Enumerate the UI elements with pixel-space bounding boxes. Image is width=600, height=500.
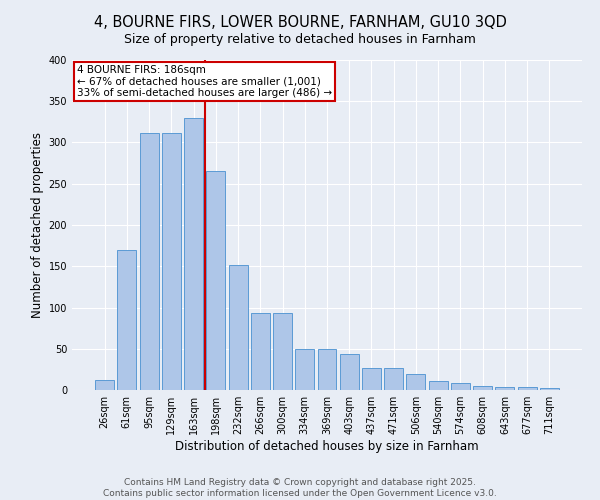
Bar bbox=[140, 134, 158, 390]
Bar bbox=[451, 384, 470, 390]
Bar bbox=[317, 349, 337, 390]
Bar bbox=[384, 368, 403, 390]
X-axis label: Distribution of detached houses by size in Farnham: Distribution of detached houses by size … bbox=[175, 440, 479, 453]
Bar bbox=[496, 386, 514, 390]
Bar bbox=[429, 381, 448, 390]
Y-axis label: Number of detached properties: Number of detached properties bbox=[31, 132, 44, 318]
Bar bbox=[229, 266, 248, 390]
Bar bbox=[362, 368, 381, 390]
Bar bbox=[95, 380, 114, 390]
Bar bbox=[118, 250, 136, 390]
Text: Contains HM Land Registry data © Crown copyright and database right 2025.
Contai: Contains HM Land Registry data © Crown c… bbox=[103, 478, 497, 498]
Bar bbox=[540, 388, 559, 390]
Bar bbox=[162, 134, 181, 390]
Bar bbox=[406, 374, 425, 390]
Bar bbox=[251, 314, 270, 390]
Text: 4, BOURNE FIRS, LOWER BOURNE, FARNHAM, GU10 3QD: 4, BOURNE FIRS, LOWER BOURNE, FARNHAM, G… bbox=[94, 15, 506, 30]
Text: Size of property relative to detached houses in Farnham: Size of property relative to detached ho… bbox=[124, 32, 476, 46]
Bar bbox=[184, 118, 203, 390]
Bar bbox=[273, 314, 292, 390]
Bar bbox=[295, 349, 314, 390]
Bar bbox=[518, 386, 536, 390]
Bar bbox=[340, 354, 359, 390]
Text: 4 BOURNE FIRS: 186sqm
← 67% of detached houses are smaller (1,001)
33% of semi-d: 4 BOURNE FIRS: 186sqm ← 67% of detached … bbox=[77, 65, 332, 98]
Bar bbox=[473, 386, 492, 390]
Bar bbox=[206, 172, 225, 390]
